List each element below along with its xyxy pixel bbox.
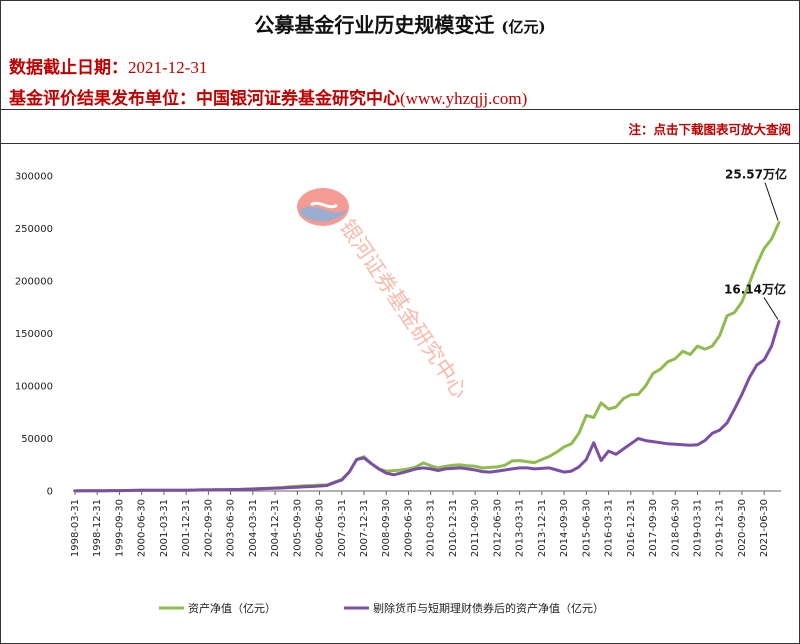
x-tick-label: 2008-09-30	[381, 499, 392, 557]
x-tick-label: 2003-06-30	[226, 499, 237, 557]
annotations: 25.57万亿 16.14万亿	[724, 167, 787, 320]
y-tick-label: 0	[47, 487, 53, 498]
x-tick-label: 2018-06-30	[670, 499, 681, 557]
x-tick-label: 2020-09-30	[737, 499, 748, 557]
x-tick-label: 2011-09-30	[470, 499, 481, 557]
x-tick-label: 2007-03-31	[337, 499, 348, 557]
download-note[interactable]: 注：点击下载图表可放大查阅	[628, 122, 791, 137]
y-tick-label: 250000	[15, 224, 53, 235]
x-tick-label: 2016-12-31	[626, 499, 637, 557]
legend-label-1: 剔除货币与短期理财债券后的资产净值（亿元）	[373, 601, 604, 615]
x-tick-label: 2015-06-30	[581, 499, 592, 557]
x-tick-label: 2019-03-31	[692, 499, 703, 557]
annotation-label: 16.14万亿	[724, 282, 786, 297]
x-tick-label: 2021-06-30	[759, 499, 770, 557]
page-title: 公募基金行业历史规模变迁 (亿元)	[1, 9, 799, 38]
x-tick-label: 2014-09-30	[559, 499, 570, 557]
watermark-text: 银河证券基金研究中心	[335, 215, 472, 403]
series-lines	[73, 221, 781, 493]
x-tick-label: 2012-06-30	[492, 499, 503, 557]
x-tick-label: 2005-09-30	[292, 499, 303, 557]
x-tick-label: 1999-09-30	[114, 499, 125, 557]
cutoff-label: 数据截止日期：	[9, 58, 128, 78]
x-tick-label: 2001-03-31	[159, 499, 170, 557]
x-tick-label: 2007-12-31	[359, 499, 370, 557]
series-line-1	[73, 320, 781, 493]
x-tick-label: 2001-12-31	[181, 499, 192, 557]
x-tick-label: 2010-12-31	[448, 499, 459, 557]
x-tick-label: 2016-03-31	[604, 499, 615, 557]
y-tick-label: 300000	[15, 172, 53, 183]
legend-label-0: 资产净值（亿元）	[188, 601, 276, 615]
y-tick-label: 200000	[15, 277, 53, 288]
title-text: 公募基金行业历史规模变迁	[254, 13, 495, 37]
x-tick-label: 2004-12-31	[270, 499, 281, 557]
x-tick-label: 2019-12-31	[715, 499, 726, 557]
chart-legend: 资产净值（亿元） 剔除货币与短期理财债券后的资产净值（亿元）	[159, 601, 604, 615]
note-row: 注：点击下载图表可放大查阅	[1, 110, 799, 144]
axes-group: 0 50000 100000 150000 200000 250000 300000 1998…	[15, 172, 781, 557]
publisher-label: 基金评价结果发布单位：	[9, 89, 196, 109]
x-tick-label: 2004-03-31	[248, 499, 259, 557]
title-unit: (亿元)	[501, 18, 546, 36]
publisher-website[interactable]: (www.yhzqjj.com)	[400, 89, 528, 108]
chart-area: 银河证券基金研究中心 0 50000 100000 150000 200000 25000…	[15, 167, 787, 615]
x-tick-label: 2013-03-31	[515, 499, 526, 557]
header-panel: 公募基金行业历史规模变迁 (亿元) 数据截止日期：2021-12-31 基金评价…	[1, 1, 799, 110]
x-tick-label: 1998-12-31	[92, 499, 103, 557]
y-tick-label: 100000	[15, 382, 53, 393]
cutoff-date: 2021-12-31	[128, 58, 208, 77]
y-tick-label: 50000	[21, 434, 53, 445]
publisher-name: 中国银河证券基金研究中心	[196, 89, 400, 109]
x-tick-label: 2000-06-30	[137, 499, 148, 557]
x-tick-label: 2013-12-31	[537, 499, 548, 557]
annotation-leader	[764, 182, 779, 221]
cutoff-line: 数据截止日期：2021-12-31	[9, 53, 207, 78]
x-tick-label: 2002-09-30	[203, 499, 214, 557]
x-tick-label: 2006-06-30	[315, 499, 326, 557]
publisher-line: 基金评价结果发布单位：中国银河证券基金研究中心(www.yhzqjj.com)	[9, 84, 527, 109]
annotation-leader	[763, 297, 779, 320]
x-tick-label: 2010-03-31	[426, 499, 437, 557]
y-tick-label: 150000	[15, 329, 53, 340]
x-tick-label: 2017-09-30	[648, 499, 659, 557]
annotation-label: 25.57万亿	[725, 167, 787, 182]
x-tick-label: 1998-03-31	[70, 499, 81, 557]
x-tick-label: 2009-06-30	[403, 499, 414, 557]
galaxy-logo-icon	[297, 188, 349, 226]
